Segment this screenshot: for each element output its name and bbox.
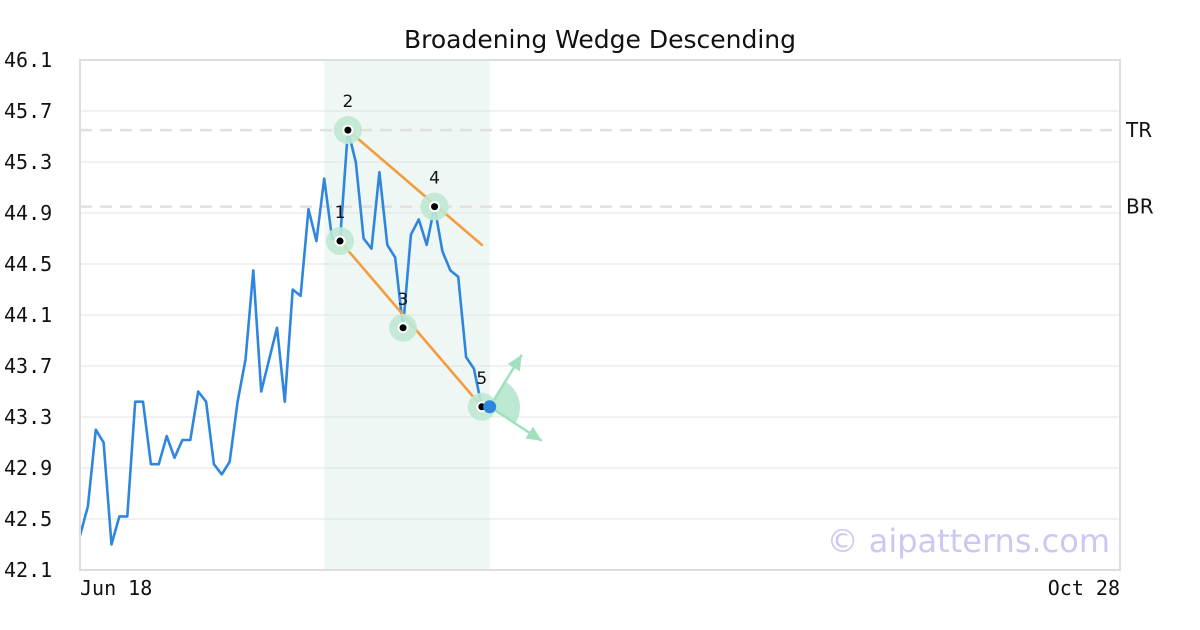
pattern-point-label-5: 5 <box>476 369 487 389</box>
projection-arrowhead-up <box>507 354 522 372</box>
watermark-layer: © aipatterns.com <box>827 522 1110 560</box>
projection-fan <box>489 381 520 423</box>
pattern-point-label-4: 4 <box>429 169 440 189</box>
y-tick-label-9: 45.7 <box>4 99 52 123</box>
chart-title: Broadening Wedge Descending <box>404 25 796 54</box>
level-label-br: BR <box>1126 195 1154 219</box>
y-tick-label-5: 44.1 <box>4 303 52 327</box>
plot-frame <box>79 59 1121 571</box>
arrows-layer <box>488 354 543 442</box>
y-tick-label-1: 42.5 <box>4 507 52 531</box>
pattern-point-dot-2 <box>344 126 352 134</box>
y-tick-label-4: 43.7 <box>4 354 52 378</box>
projection-arrowhead-down <box>525 426 542 441</box>
pattern-point-dot-1 <box>336 237 344 245</box>
pattern-point-label-1: 1 <box>335 203 346 223</box>
axes-layer: 42.1 42.5 42.9 43.3 43.7 44.1 44.5 44.9 45.3 45.7… <box>4 48 1121 600</box>
price-line-0 <box>78 128 484 546</box>
pattern-points-layer: 1 2 3 4 5 <box>326 92 497 421</box>
level-label-tr: TR <box>1125 118 1152 142</box>
pattern-point-dot-4 <box>431 203 439 211</box>
series-layer <box>78 128 484 546</box>
pattern-point-dot-3 <box>399 324 407 332</box>
y-tick-label-8: 45.3 <box>4 150 52 174</box>
y-tick-label-3: 43.3 <box>4 405 52 429</box>
pattern-point-label-2: 2 <box>342 92 353 112</box>
trendline-0 <box>346 128 484 247</box>
x-tick-label-1: Oct 28 <box>1048 576 1120 600</box>
y-tick-label-2: 42.9 <box>4 456 52 480</box>
levels-layer: TR BR <box>80 118 1154 219</box>
y-tick-label-0: 42.1 <box>4 558 52 582</box>
y-tick-label-6: 44.5 <box>4 252 52 276</box>
y-tick-label-10: 46.1 <box>4 48 52 72</box>
watermark: © aipatterns.com <box>827 522 1110 560</box>
y-tick-label-7: 44.9 <box>4 201 52 225</box>
pattern-point-label-3: 3 <box>398 290 409 310</box>
x-tick-label-0: Jun 18 <box>80 576 152 600</box>
current-price-dot <box>483 400 497 414</box>
